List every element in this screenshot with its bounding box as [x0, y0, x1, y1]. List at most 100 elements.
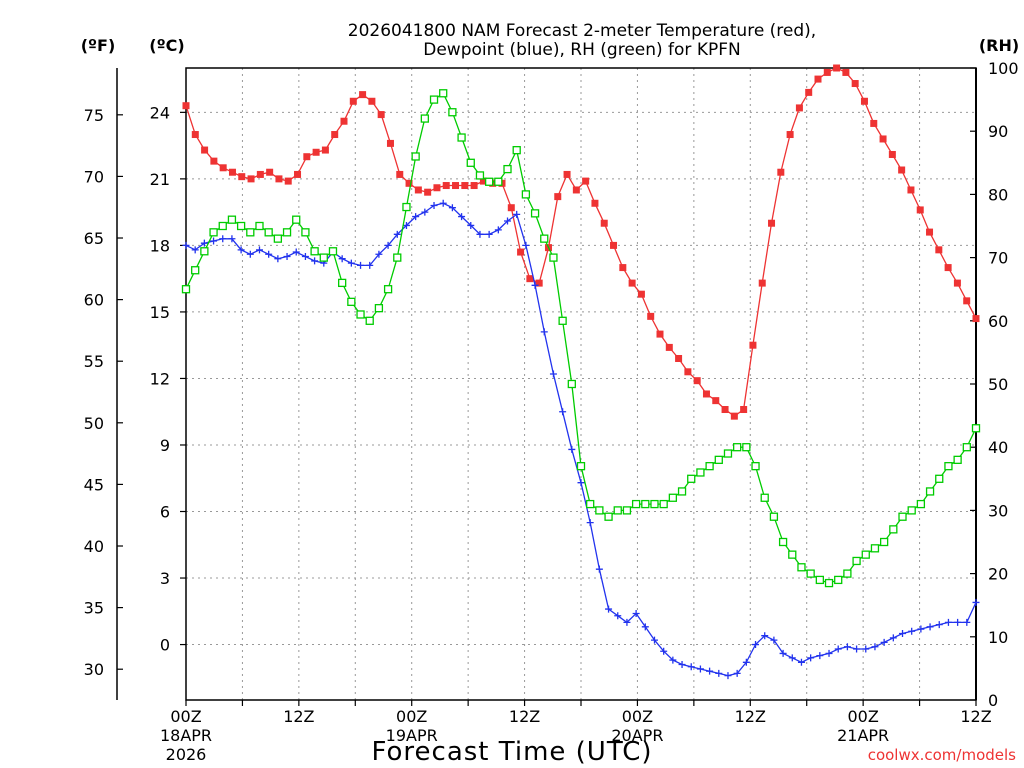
rh-point: [586, 499, 595, 509]
temperature-point: [926, 228, 934, 236]
temperature-point: [972, 315, 980, 323]
dewpoint-point: [660, 647, 668, 655]
temperature-point: [247, 175, 255, 183]
dewpoint-point: [843, 643, 851, 651]
rh-point: [595, 506, 604, 515]
dewpoint-point: [880, 638, 888, 646]
chart-title-line1: 2026041800 NAM Forecast 2-meter Temperat…: [348, 21, 816, 41]
rh-point: [962, 443, 971, 452]
dewpoint-point: [559, 408, 567, 416]
rh-point: [641, 499, 650, 509]
temperature-point: [461, 182, 469, 190]
temperature-point: [238, 173, 246, 181]
temperature-point: [228, 168, 236, 176]
rh-point: [301, 228, 310, 237]
rh-point: [650, 499, 659, 509]
dewpoint-point: [531, 281, 539, 289]
dewpoint-point: [586, 519, 594, 527]
rh-point: [264, 228, 273, 237]
rh-point: [797, 563, 806, 572]
watermark-text: coolwx.com/models: [868, 746, 1016, 764]
rh-point: [677, 487, 687, 496]
dewpoint-point: [476, 230, 484, 238]
fahrenheit-tick-label: 60: [84, 291, 104, 310]
temperature-point: [619, 264, 627, 272]
rh-point: [925, 487, 935, 496]
fahrenheit-tick-label: 55: [84, 352, 104, 371]
rh-point: [393, 253, 402, 262]
temperature-point: [935, 246, 943, 254]
series-rh: [181, 89, 981, 588]
dewpoint-point: [577, 479, 585, 487]
dewpoint-point: [283, 252, 291, 260]
fahrenheit-tick-label: 45: [84, 475, 104, 494]
dewpoint-point: [467, 221, 475, 229]
dewpoint-point: [779, 649, 787, 657]
rh-point: [411, 152, 420, 161]
rh-point: [971, 424, 981, 433]
dewpoint-point: [862, 645, 870, 653]
fahrenheit-unit-label: (ºF): [81, 36, 116, 55]
temperature-point: [758, 279, 766, 287]
rh-point: [540, 234, 549, 243]
rh-point: [383, 285, 393, 294]
rh-point: [475, 171, 485, 180]
series-line: [185, 202, 977, 677]
temperature-point: [768, 219, 776, 227]
temperature-point: [256, 170, 264, 178]
temperature-point: [702, 390, 710, 398]
rh-point: [870, 544, 880, 553]
dewpoint-point: [338, 255, 346, 263]
rh-point: [292, 215, 301, 224]
dewpoint-point: [788, 654, 796, 662]
rh-point: [457, 133, 466, 142]
dewpoint-point: [595, 565, 603, 573]
dewpoint-point: [816, 652, 824, 660]
dewpoint-point: [540, 328, 548, 336]
rh-point: [861, 550, 870, 559]
dewpoint-point: [935, 621, 943, 629]
celsius-tick-label: 12: [150, 369, 170, 388]
series-dewpoint: [182, 199, 980, 680]
x-tick-date-label: 20APR: [611, 726, 663, 745]
temperature-point: [349, 97, 357, 105]
rh-point: [494, 177, 503, 186]
temperature-point: [368, 97, 376, 105]
temperature-point: [563, 170, 571, 178]
dewpoint-point: [687, 663, 695, 671]
temperature-point: [805, 88, 813, 96]
rh-point: [916, 499, 926, 509]
celsius-tick-label: 6: [160, 503, 170, 522]
rh-point: [714, 455, 723, 464]
temperature-point: [405, 179, 413, 187]
rh-point: [668, 493, 678, 502]
rh-point: [191, 266, 200, 275]
rh-tick-label: 20: [988, 565, 1008, 584]
dewpoint-point: [494, 226, 502, 234]
x-tick-date-label: 21APR: [837, 726, 889, 745]
series-layer: [181, 64, 981, 680]
dewpoint-point: [448, 204, 456, 212]
temperature-point: [377, 111, 385, 119]
axis-ticks: 0 3 6 9 12 15 18 21 24 30 35 40 45 50 55 60 65 70 75 0 10 20 3…: [84, 59, 1019, 764]
temperature-point: [182, 102, 190, 110]
rh-point: [687, 474, 696, 483]
rh-tick-label: 0: [988, 691, 998, 710]
rh-point: [439, 89, 448, 98]
dewpoint-point: [366, 261, 374, 269]
celsius-tick-label: 21: [150, 170, 170, 189]
dewpoint-point: [944, 618, 952, 626]
dewpoint-point: [678, 661, 686, 669]
rh-point: [659, 499, 668, 509]
x-tick-label: 00Z: [170, 707, 201, 726]
dewpoint-point: [917, 625, 925, 633]
dewpoint-point: [228, 235, 236, 243]
chart-title-line2: Dewpoint (blue), RH (green) for KPFN: [423, 40, 740, 60]
rh-point: [448, 108, 457, 117]
rh-point: [834, 575, 843, 585]
temperature-point: [340, 117, 348, 125]
dewpoint-point: [504, 217, 512, 225]
rh-point: [760, 493, 769, 502]
rh-tick-label: 40: [988, 438, 1008, 457]
dewpoint-point: [807, 654, 815, 662]
